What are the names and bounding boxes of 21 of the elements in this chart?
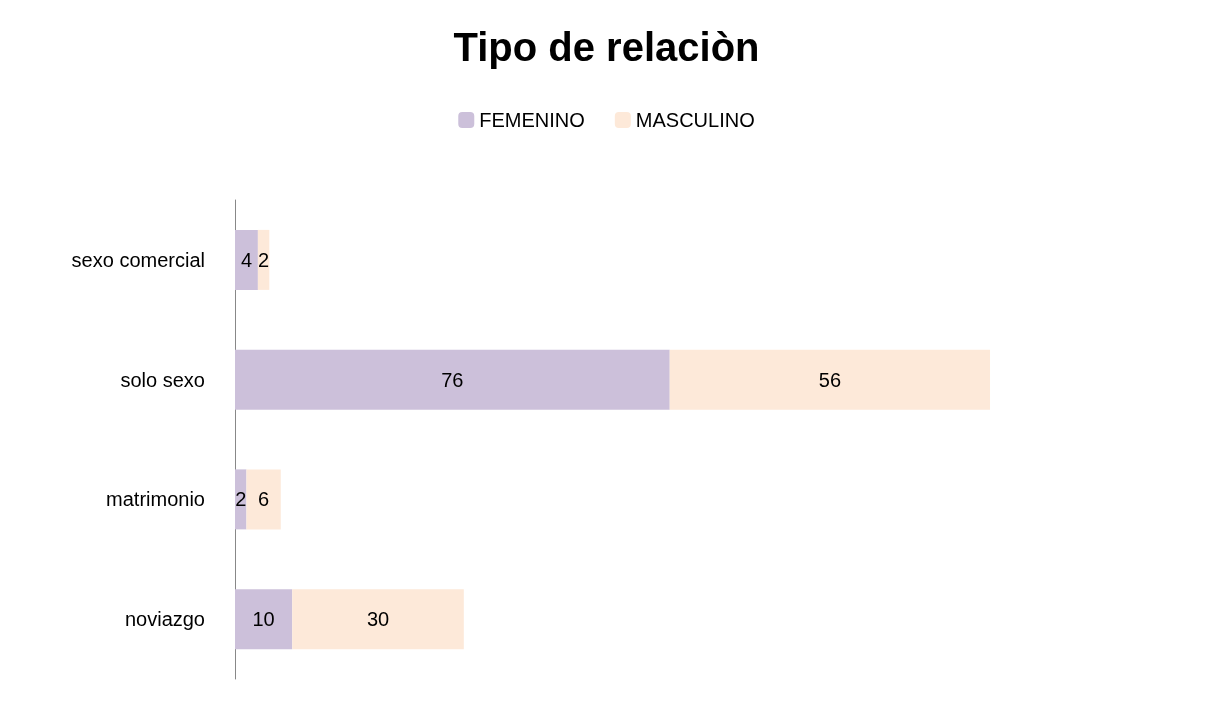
data-label: 10 — [252, 608, 275, 631]
bar — [235, 589, 293, 650]
data-label: 76 — [441, 368, 464, 391]
legend-label: FEMENINO — [479, 109, 585, 131]
bar — [246, 469, 281, 530]
data-label: 4 — [240, 248, 252, 271]
data-label: 6 — [258, 488, 270, 511]
data-label: 2 — [235, 488, 247, 511]
y-tick-label: noviazgo — [124, 608, 205, 631]
y-tick-label: matrimonio — [106, 488, 205, 511]
bar — [292, 589, 464, 650]
data-label: 2 — [258, 248, 270, 271]
legend-label: MASCULINO — [635, 109, 755, 131]
bar — [669, 349, 991, 410]
bar — [235, 349, 670, 410]
y-tick-label: solo sexo — [120, 368, 205, 391]
y-tick-label: sexo comercial — [71, 248, 205, 271]
chart-title: Tipo de relaciòn — [453, 25, 760, 69]
bar — [235, 229, 258, 290]
data-label: 56 — [818, 368, 842, 391]
data-label: 30 — [366, 608, 390, 631]
